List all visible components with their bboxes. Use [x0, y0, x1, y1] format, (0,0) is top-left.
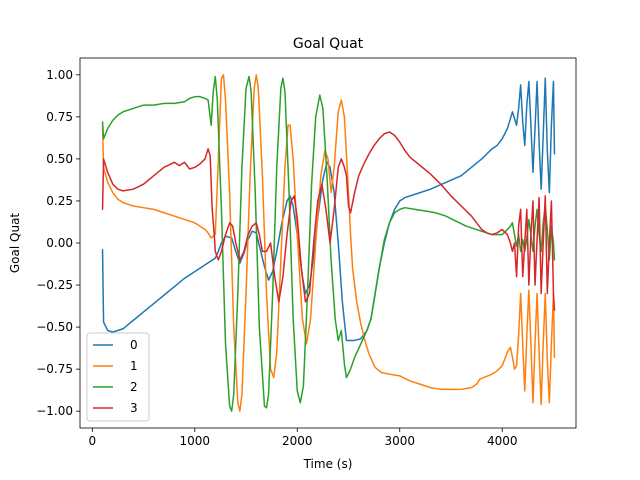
legend: 0 1 2 3	[86, 332, 150, 422]
series-line-3	[101, 131, 556, 312]
x-tick-label: 4000	[487, 434, 518, 448]
series-line-1	[101, 74, 556, 412]
legend-label: 3	[130, 401, 138, 415]
series-line-0	[101, 77, 556, 342]
y-tick-label: −0.75	[36, 362, 73, 376]
legend-box	[86, 332, 150, 422]
legend-label: 1	[130, 359, 138, 373]
series-line-2	[101, 75, 556, 412]
x-tick-label: 3000	[384, 434, 415, 448]
x-tick-label: 0	[88, 434, 96, 448]
x-tick-label: 2000	[282, 434, 313, 448]
x-axis-label: Time (s)	[303, 457, 353, 471]
chart-title: Goal Quat	[293, 36, 364, 52]
x-tick-label: 1000	[180, 434, 211, 448]
y-tick-label: −0.50	[36, 320, 73, 334]
x-axis: 0 1000 2000 3000 4000	[88, 428, 517, 448]
legend-label: 0	[130, 338, 138, 352]
y-tick-label: −0.25	[36, 278, 73, 292]
y-tick-label: 0.50	[46, 152, 73, 166]
y-tick-label: −1.00	[36, 404, 73, 418]
y-axis: −1.00 −0.75 −0.50 −0.25 0.00 0.25 0.50 0.75 1.00	[36, 68, 80, 418]
y-tick-label: 1.00	[46, 68, 73, 82]
y-tick-label: 0.25	[46, 194, 73, 208]
legend-label: 2	[130, 380, 138, 394]
y-tick-label: 0.00	[46, 236, 73, 250]
y-tick-label: 0.75	[46, 110, 73, 124]
y-axis-label: Goal Quat	[8, 213, 22, 274]
series-layer	[101, 74, 556, 412]
